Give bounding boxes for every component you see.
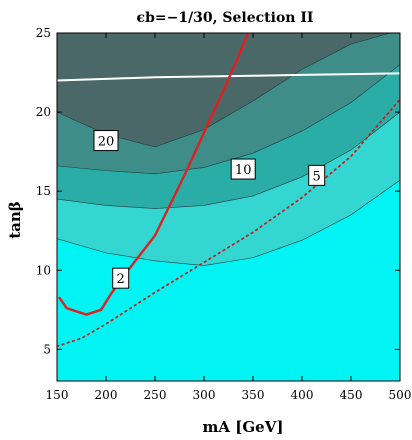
x-tick-label-500: 500 [389,388,412,402]
chart-title: ϵb=−1/30, Selection II [137,10,314,26]
contour-label-10: 10 [235,163,252,178]
series-layer [57,33,400,348]
contour-label-box-5 [308,164,326,186]
series-red-dotted [57,98,400,348]
contour-label-box-20 [93,130,119,152]
series-red-solid [57,33,250,316]
y-tick-label-10: 10 [36,263,51,277]
x-tick-label-350: 350 [242,388,265,402]
x-axis-label: mA [GeV] [203,418,284,436]
y-tick-label-5: 5 [43,342,51,356]
contour-label-20: 20 [98,135,115,150]
plot-area [57,33,400,381]
x-tick-label-300: 300 [193,388,216,402]
y-tick-label-15: 15 [36,184,51,198]
y-tick-label-25: 25 [36,26,51,40]
contour-label-box-10 [230,158,256,180]
contour-labels: 20 10 5 2 [93,130,326,289]
y-axis-label: tanβ [6,201,24,239]
x-tick-label-450: 450 [340,388,363,402]
contour-region-20 [57,33,400,148]
contour-label-box-2 [112,267,130,289]
contour-label-5: 5 [313,169,321,184]
x-tick-label-150: 150 [46,388,69,402]
x-tick-label-400: 400 [291,388,314,402]
plot-frame [56,32,401,382]
x-tick-label-250: 250 [144,388,167,402]
x-tick-label-200: 200 [95,388,118,402]
y-tick-label-20: 20 [36,105,51,119]
contour-label-2: 2 [117,272,125,287]
